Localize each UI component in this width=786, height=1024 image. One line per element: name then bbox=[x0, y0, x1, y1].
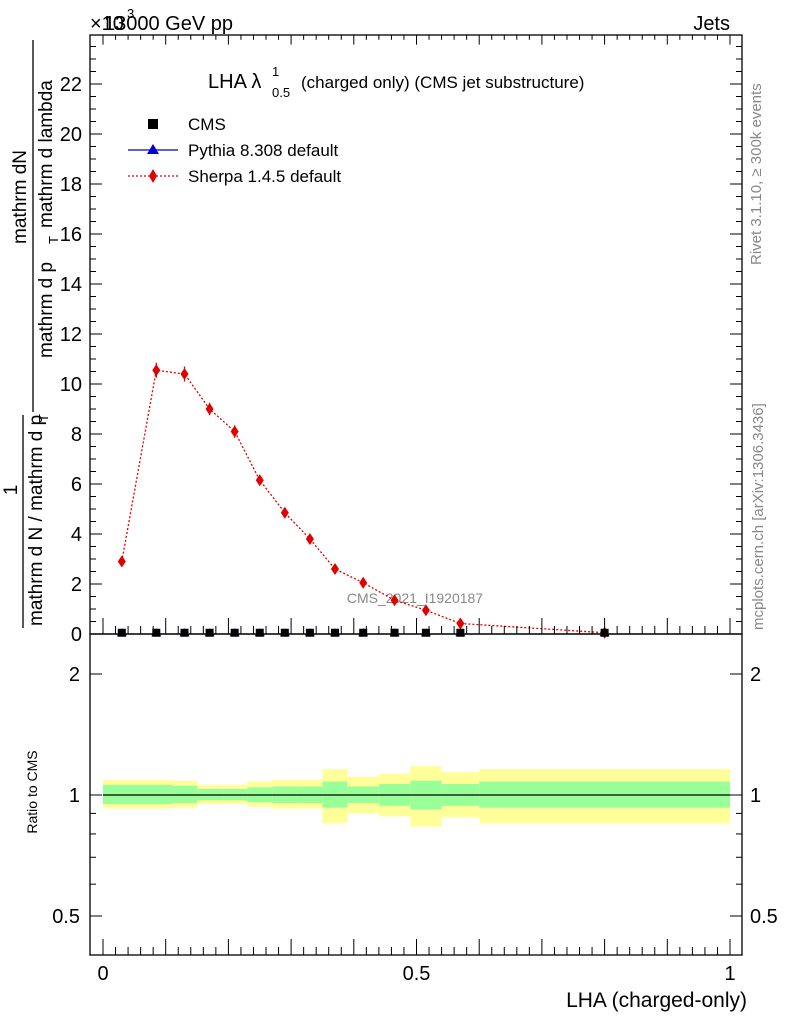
y-tick-label: 12 bbox=[60, 324, 82, 346]
title-suffix: (charged only) (CMS jet substructure) bbox=[301, 73, 584, 92]
watermark: CMS_2021_I1920187 bbox=[347, 590, 483, 606]
y-tick-label: 22 bbox=[60, 74, 82, 96]
legend-label: CMS bbox=[188, 115, 226, 134]
ratio-y-tick-label: 0.5 bbox=[52, 906, 80, 928]
ylabel-top-den-sub: T bbox=[46, 236, 61, 244]
y-tick-label: 6 bbox=[71, 474, 82, 496]
legend-marker-cms bbox=[148, 119, 158, 129]
ratio-y-tick-label: 0.5 bbox=[750, 906, 778, 928]
y-tick-label: 8 bbox=[71, 424, 82, 446]
cms-point bbox=[230, 628, 239, 637]
sherpa-point bbox=[180, 368, 189, 380]
sherpa-line bbox=[121, 369, 605, 634]
svg-text:LHA λ: LHA λ bbox=[208, 71, 261, 93]
ylabel-top-den-rest: mathrm d lambda bbox=[36, 80, 57, 228]
y-tick-label: 20 bbox=[60, 124, 82, 146]
xlabel: LHA (charged-only) bbox=[566, 989, 747, 1012]
title-prefix: LHA λ bbox=[208, 71, 261, 93]
x-tick-label: 0.5 bbox=[403, 963, 431, 985]
ylabel-top-num: mathrm dN bbox=[10, 150, 31, 244]
ylabel-top-den: mathrm d p bbox=[36, 262, 57, 358]
sherpa-point bbox=[205, 403, 214, 415]
sherpa-point bbox=[255, 474, 264, 487]
y-tick-label: 4 bbox=[71, 524, 82, 546]
sherpa-point bbox=[152, 364, 161, 377]
y-tick-label: 0 bbox=[71, 624, 82, 646]
ratio-y-tick-label: 2 bbox=[750, 664, 761, 686]
cms-point bbox=[205, 628, 214, 637]
cms-point bbox=[255, 628, 264, 637]
cms-point bbox=[359, 628, 368, 637]
band-inner-bin bbox=[103, 784, 138, 804]
rivet-label: Rivet 3.1.10, ≥ 300k events bbox=[748, 83, 765, 265]
y-tick-label: 16 bbox=[60, 224, 82, 246]
sherpa-point bbox=[359, 576, 368, 589]
sherpa-point bbox=[117, 555, 126, 568]
ylabel-bottom-sub: T bbox=[36, 414, 51, 422]
exponent-label: ×10 bbox=[90, 13, 124, 35]
legend: CMS Pythia 8.308 default Sherpa 1.4.5 defa… bbox=[128, 115, 341, 186]
legend-marker-pythia bbox=[147, 144, 159, 154]
legend-item: Pythia 8.308 default bbox=[128, 141, 339, 160]
sherpa-point bbox=[305, 533, 314, 545]
ratio-y-tick-label: 1 bbox=[69, 785, 80, 807]
cms-point bbox=[117, 628, 126, 637]
legend-marker-sherpa bbox=[149, 169, 157, 183]
cms-point bbox=[180, 628, 189, 637]
legend-label: Sherpa 1.4.5 default bbox=[188, 167, 341, 186]
band-inner-bin bbox=[171, 785, 198, 804]
sherpa-point bbox=[330, 563, 339, 575]
y-tick-label: 2 bbox=[71, 574, 82, 596]
title-sup: 1 bbox=[272, 64, 279, 79]
main-ylabel: mathrm dN mathrm d p T mathrm d lambda 1… bbox=[1, 40, 61, 628]
sherpa-point bbox=[456, 617, 465, 630]
sherpa-point bbox=[280, 506, 289, 519]
legend-item: Sherpa 1.4.5 default bbox=[128, 167, 341, 186]
sherpa-point bbox=[421, 604, 430, 617]
process-label: Jets bbox=[693, 13, 730, 35]
ratio-bands bbox=[103, 766, 730, 827]
ratio-y-tick-label: 1 bbox=[750, 785, 761, 807]
main-title: LHA λ 1 0.5 (charged only) (CMS jet subs… bbox=[208, 64, 584, 100]
x-tick-label: 0 bbox=[97, 963, 108, 985]
y-tick-label: 10 bbox=[60, 374, 82, 396]
cms-point bbox=[456, 628, 465, 637]
svg-text:mathrm d p: mathrm d p bbox=[36, 262, 57, 358]
mcplots-label: mcplots.cern.ch [arXiv:1306.3436] bbox=[750, 403, 767, 630]
ylabel-bottom: mathrm d N / mathrm d p bbox=[26, 415, 47, 626]
ratio-ylabel: Ratio to CMS bbox=[24, 750, 40, 833]
cms-point bbox=[152, 628, 161, 637]
sherpa-point bbox=[230, 425, 239, 438]
energy-label: 13000 GeV pp bbox=[104, 13, 233, 35]
y-tick-label: 18 bbox=[60, 174, 82, 196]
ratio-y-tick-label: 2 bbox=[69, 664, 80, 686]
cms-point bbox=[330, 628, 339, 637]
x-tick-label: 1 bbox=[724, 963, 735, 985]
sherpa-point bbox=[390, 594, 399, 607]
cms-point bbox=[280, 628, 289, 637]
legend-item: CMS bbox=[148, 115, 226, 134]
ylabel-one: 1 bbox=[1, 485, 22, 496]
cms-point bbox=[305, 628, 314, 637]
y-tick-label: 14 bbox=[60, 274, 82, 296]
exponent-power: 3 bbox=[127, 6, 134, 21]
cms-point bbox=[421, 628, 430, 637]
band-inner-bin bbox=[137, 784, 172, 804]
cms-point bbox=[390, 628, 399, 637]
legend-label: Pythia 8.308 default bbox=[188, 141, 339, 160]
title-sub: 0.5 bbox=[272, 85, 290, 100]
